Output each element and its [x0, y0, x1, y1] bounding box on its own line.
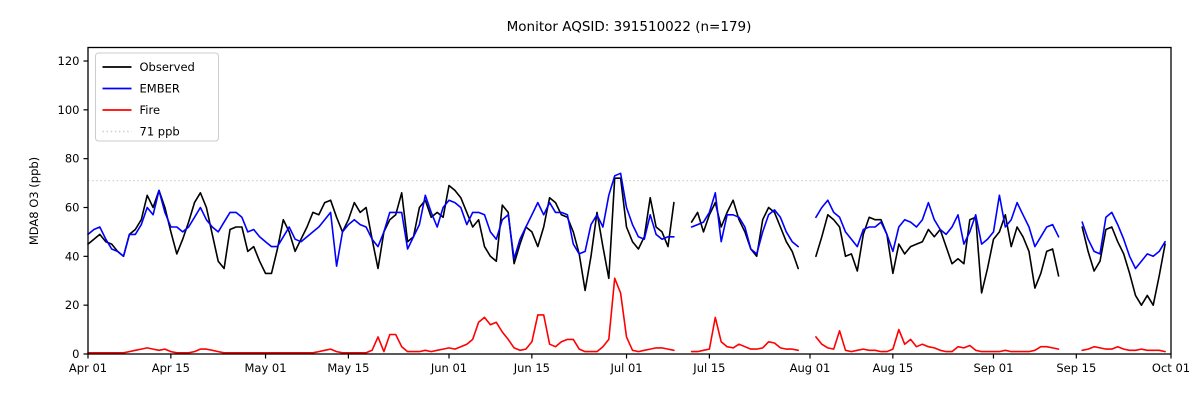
x-tick-label: Apr 15	[152, 361, 190, 375]
x-tick-label: Apr 01	[69, 361, 107, 375]
x-tick-label: Aug 01	[790, 361, 831, 375]
x-tick-label: Jun 15	[513, 361, 550, 375]
legend-label-ember: EMBER	[140, 82, 180, 96]
y-tick-label: 0	[72, 347, 79, 361]
x-tick-label: Sep 01	[973, 361, 1013, 375]
y-axis-label: MDA8 O3 (ppb)	[27, 157, 41, 245]
y-tick-label: 120	[58, 54, 80, 68]
y-tick-label: 80	[65, 152, 80, 166]
x-tick-label: Sep 15	[1056, 361, 1096, 375]
x-tick-label: Jun 01	[430, 361, 467, 375]
legend-label-observed: Observed	[140, 60, 195, 74]
y-tick-label: 100	[58, 103, 80, 117]
legend-label-fire: Fire	[140, 103, 161, 117]
series-line-observed	[87, 177, 1166, 306]
plot-border	[87, 46, 1172, 355]
legend-label-71-ppb: 71 ppb	[140, 125, 180, 139]
chart-title: Monitor AQSID: 391510022 (n=179)	[507, 19, 752, 35]
x-tick-label: Oct 01	[1152, 361, 1190, 375]
series-line-fire	[87, 277, 1166, 354]
y-tick-label: 40	[65, 249, 80, 263]
x-tick-label: Jul 01	[609, 361, 642, 375]
y-tick-label: 20	[65, 298, 80, 312]
plot-area: 0 20 40 60 80 100 120 Apr 01 Apr 15 May 01 May 15 J…	[58, 46, 1190, 375]
series-line-ember	[87, 172, 1166, 270]
y-tick-label: 60	[65, 201, 80, 215]
x-tick-label: May 01	[245, 361, 287, 375]
x-tick-label: Jul 15	[692, 361, 725, 375]
legend-box	[95, 52, 219, 142]
x-tick-label: Aug 15	[872, 361, 913, 375]
x-tick-label: May 15	[327, 361, 369, 375]
